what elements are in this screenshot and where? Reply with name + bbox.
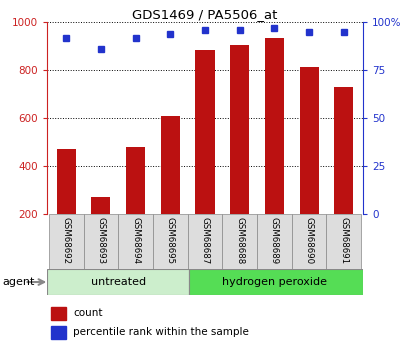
Title: GDS1469 / PA5506_at: GDS1469 / PA5506_at — [132, 8, 277, 21]
Text: count: count — [73, 308, 103, 318]
Bar — [91, 197, 110, 214]
Text: GSM68688: GSM68688 — [235, 217, 244, 264]
Text: GSM68687: GSM68687 — [200, 217, 209, 264]
Bar — [153, 214, 187, 269]
Text: GSM68695: GSM68695 — [165, 217, 174, 264]
Bar — [47, 269, 189, 295]
Text: GSM68694: GSM68694 — [131, 217, 140, 264]
Bar — [118, 214, 153, 269]
Text: GSM68692: GSM68692 — [62, 217, 71, 264]
Text: agent: agent — [2, 277, 34, 287]
Text: GSM68689: GSM68689 — [269, 217, 278, 264]
Bar — [333, 87, 353, 214]
Bar — [56, 149, 76, 214]
Bar — [222, 214, 256, 269]
Bar — [291, 214, 326, 269]
Bar — [326, 214, 360, 269]
Text: GSM68693: GSM68693 — [96, 217, 105, 264]
Bar — [160, 116, 180, 214]
Bar — [264, 38, 283, 214]
Bar — [126, 147, 145, 214]
Bar — [187, 214, 222, 269]
Text: hydrogen peroxide: hydrogen peroxide — [221, 277, 326, 287]
Bar — [83, 214, 118, 269]
Text: GSM68690: GSM68690 — [304, 217, 313, 264]
Bar — [195, 50, 214, 214]
Bar — [299, 67, 318, 214]
Bar — [256, 214, 291, 269]
Bar — [49, 214, 83, 269]
Bar — [51, 307, 66, 319]
Bar — [51, 326, 66, 338]
Bar — [189, 269, 362, 295]
Text: untreated: untreated — [90, 277, 146, 287]
Text: percentile rank within the sample: percentile rank within the sample — [73, 327, 249, 337]
Text: GSM68691: GSM68691 — [338, 217, 347, 264]
Bar — [229, 45, 249, 214]
